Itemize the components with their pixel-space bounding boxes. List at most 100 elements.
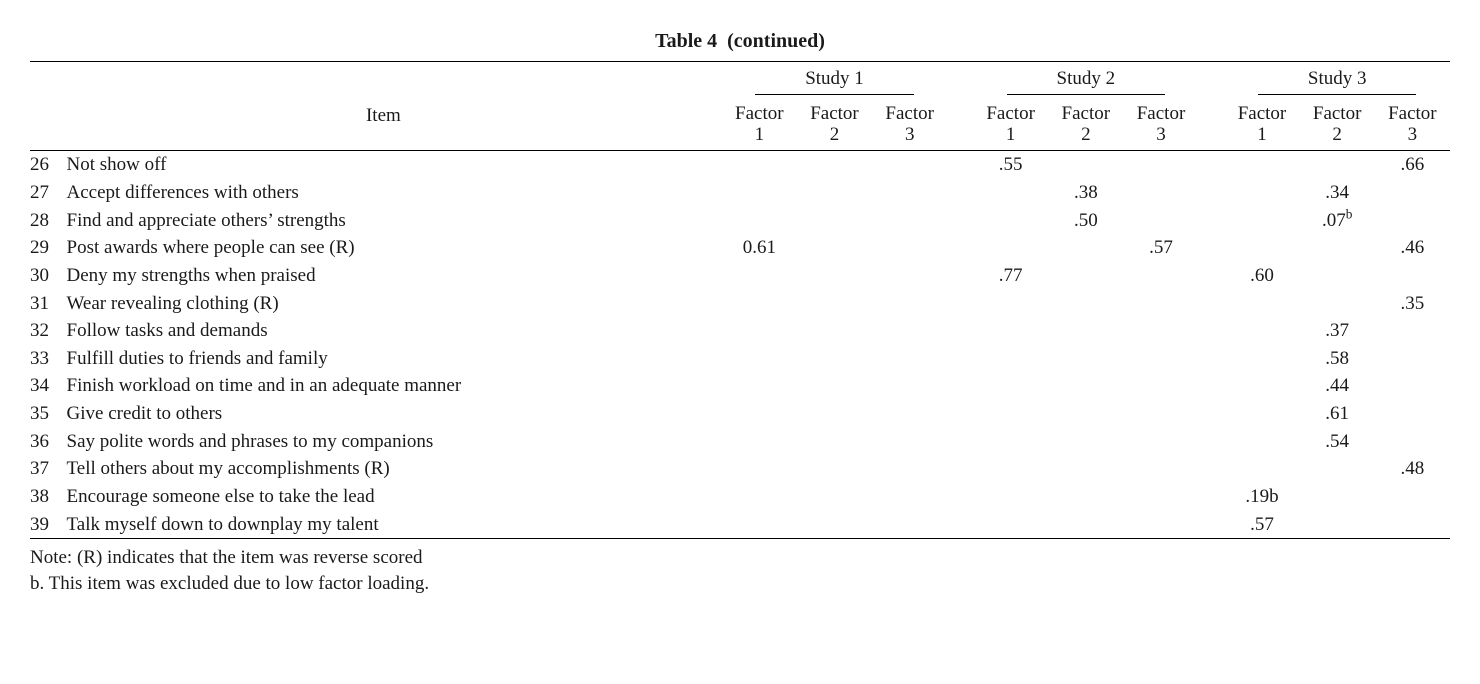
gap xyxy=(1199,151,1225,179)
factor-cell xyxy=(722,262,797,290)
gap xyxy=(1199,317,1225,345)
gap xyxy=(1199,511,1225,539)
item-text: Tell others about my accomplishments (R) xyxy=(67,455,701,483)
factor-cell xyxy=(797,372,872,400)
gap xyxy=(947,151,973,179)
factor-head: Factor2 xyxy=(1300,97,1375,151)
item-text: Find and appreciate others’ strengths xyxy=(67,207,701,235)
gap xyxy=(947,400,973,428)
factor-cell xyxy=(1300,234,1375,262)
factor-loadings-table: Study 1 Study 2 Study 3 Item Factor1 Fac… xyxy=(30,61,1450,539)
factor-cell xyxy=(1224,400,1299,428)
factor-cell xyxy=(1048,290,1123,318)
gap xyxy=(947,234,973,262)
factor-cell xyxy=(1375,511,1450,539)
row-number: 32 xyxy=(30,317,67,345)
factor-cell xyxy=(1123,428,1198,456)
factor-cell: .07b xyxy=(1300,207,1375,235)
item-text: Encourage someone else to take the lead xyxy=(67,483,701,511)
row-number: 30 xyxy=(30,262,67,290)
row-number: 33 xyxy=(30,345,67,373)
item-column-head: Item xyxy=(67,97,701,151)
factor-cell xyxy=(722,290,797,318)
gap xyxy=(947,428,973,456)
factor-cell xyxy=(973,511,1048,539)
factor-cell xyxy=(872,262,947,290)
row-number: 31 xyxy=(30,290,67,318)
factor-cell xyxy=(1375,428,1450,456)
note-line: b. This item was excluded due to low fac… xyxy=(30,571,1450,597)
factor-cell xyxy=(722,207,797,235)
gap xyxy=(1199,455,1225,483)
gap xyxy=(947,345,973,373)
gap xyxy=(947,290,973,318)
item-text: Talk myself down to downplay my talent xyxy=(67,511,701,539)
table-row: 36Say polite words and phrases to my com… xyxy=(30,428,1450,456)
factor-cell xyxy=(1048,262,1123,290)
gap xyxy=(947,372,973,400)
item-text: Not show off xyxy=(67,151,701,179)
factor-cell xyxy=(797,179,872,207)
factor-cell xyxy=(1123,400,1198,428)
factor-cell xyxy=(1123,317,1198,345)
factor-cell xyxy=(973,400,1048,428)
factor-cell xyxy=(872,151,947,179)
factor-cell xyxy=(1375,345,1450,373)
factor-cell xyxy=(1048,455,1123,483)
factor-cell xyxy=(797,290,872,318)
gap xyxy=(700,179,721,207)
factor-cell xyxy=(872,179,947,207)
gap xyxy=(700,372,721,400)
gap xyxy=(947,207,973,235)
gap xyxy=(947,262,973,290)
table-row: 32Follow tasks and demands.37 xyxy=(30,317,1450,345)
item-text: Say polite words and phrases to my compa… xyxy=(67,428,701,456)
table-row: 37Tell others about my accomplishments (… xyxy=(30,455,1450,483)
factor-cell xyxy=(1224,207,1299,235)
table-row: 26Not show off.55.66 xyxy=(30,151,1450,179)
item-text: Follow tasks and demands xyxy=(67,317,701,345)
factor-cell xyxy=(1048,400,1123,428)
factor-cell: .34 xyxy=(1300,179,1375,207)
factor-cell xyxy=(797,511,872,539)
factor-cell xyxy=(1375,179,1450,207)
factor-cell xyxy=(973,290,1048,318)
gap xyxy=(1199,372,1225,400)
row-number: 39 xyxy=(30,511,67,539)
factor-cell xyxy=(1048,483,1123,511)
factor-cell xyxy=(797,262,872,290)
item-text: Fulfill duties to friends and family xyxy=(67,345,701,373)
gap xyxy=(700,483,721,511)
factor-cell xyxy=(1300,290,1375,318)
factor-cell xyxy=(1300,151,1375,179)
item-text: Finish workload on time and in an adequa… xyxy=(67,372,701,400)
row-number: 26 xyxy=(30,151,67,179)
table-row: 39Talk myself down to downplay my talent… xyxy=(30,511,1450,539)
factor-cell xyxy=(1224,345,1299,373)
factor-cell xyxy=(872,317,947,345)
factor-cell xyxy=(872,400,947,428)
gap xyxy=(1199,234,1225,262)
factor-head: Factor2 xyxy=(1048,97,1123,151)
factor-cell xyxy=(1224,234,1299,262)
factor-head: Factor1 xyxy=(1224,97,1299,151)
item-text: Deny my strengths when praised xyxy=(67,262,701,290)
factor-cell xyxy=(1300,511,1375,539)
factor-cell xyxy=(1375,400,1450,428)
table-row: 28Find and appreciate others’ strengths.… xyxy=(30,207,1450,235)
factor-cell xyxy=(1048,372,1123,400)
gap xyxy=(947,455,973,483)
gap xyxy=(700,511,721,539)
factor-cell xyxy=(1224,179,1299,207)
gap xyxy=(947,317,973,345)
table-row: 35Give credit to others.61 xyxy=(30,400,1450,428)
table-row: 30Deny my strengths when praised.77.60 xyxy=(30,262,1450,290)
gap xyxy=(700,290,721,318)
factor-cell xyxy=(1048,511,1123,539)
table-row: 31Wear revealing clothing (R).35 xyxy=(30,290,1450,318)
factor-cell xyxy=(973,207,1048,235)
item-text: Wear revealing clothing (R) xyxy=(67,290,701,318)
row-number: 35 xyxy=(30,400,67,428)
row-number: 28 xyxy=(30,207,67,235)
factor-cell xyxy=(1300,455,1375,483)
